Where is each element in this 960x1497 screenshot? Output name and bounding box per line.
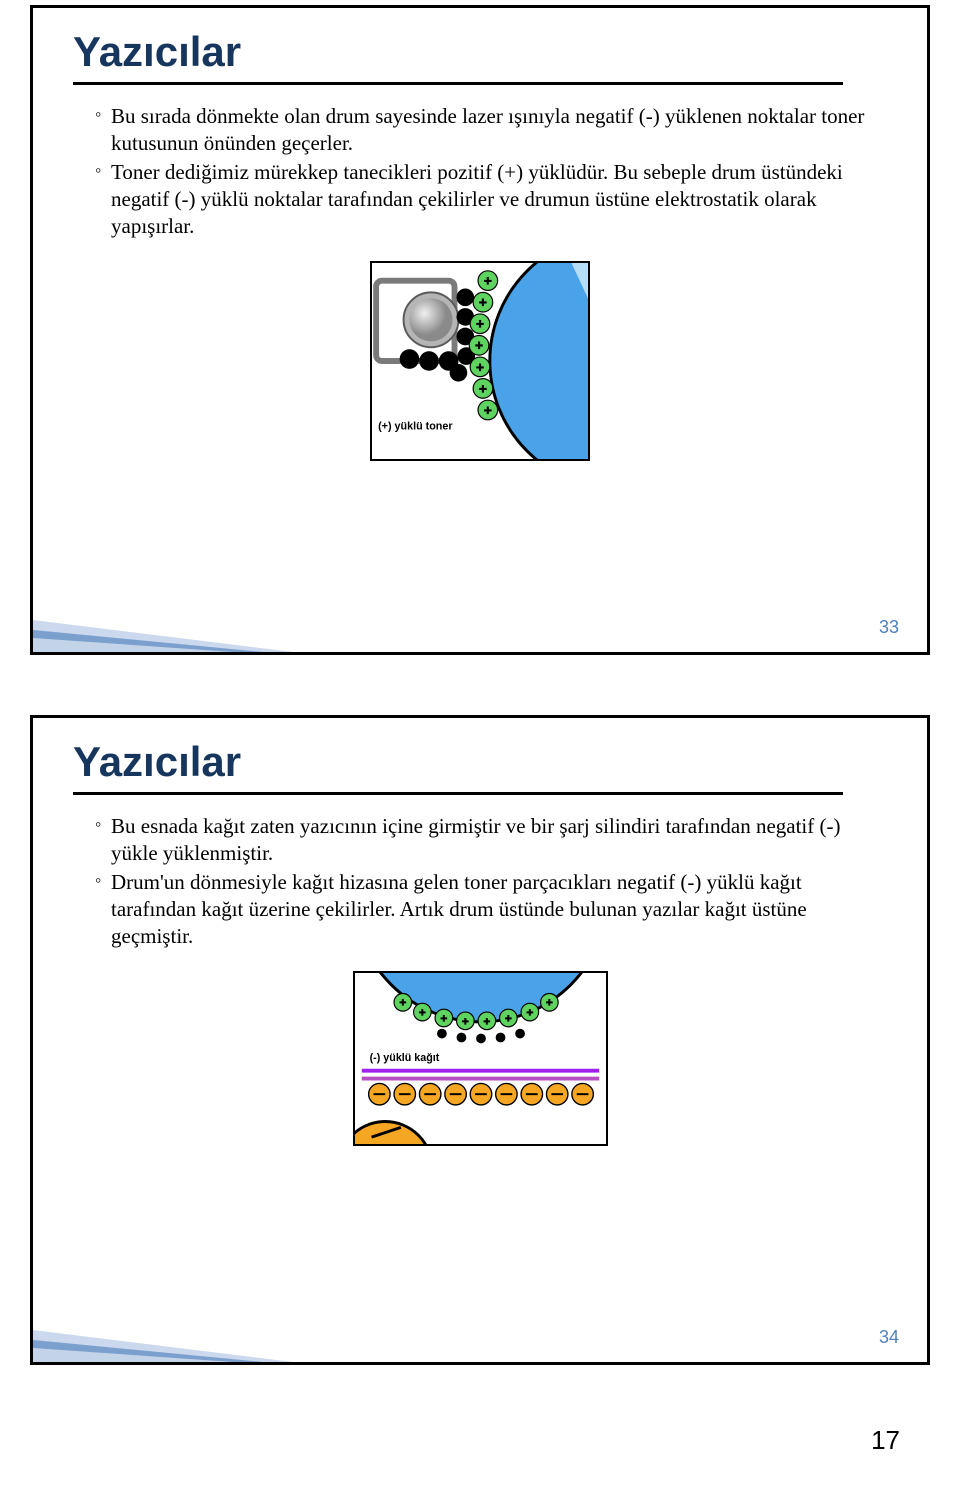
document-page: Yazıcılar Bu sırada dönmekte olan drum s…: [0, 5, 960, 1486]
page-number: 17: [20, 1425, 940, 1456]
svg-text:+: +: [479, 295, 487, 310]
svg-text:+: +: [475, 339, 483, 354]
svg-text:+: +: [440, 1012, 447, 1025]
bullet-list: Bu esnada kağıt zaten yazıcının içine gi…: [95, 813, 887, 949]
svg-text:+: +: [476, 317, 484, 332]
slide-number: 33: [879, 617, 899, 638]
svg-text:+: +: [484, 274, 492, 289]
list-item: Bu esnada kağıt zaten yazıcının içine gi…: [95, 813, 887, 867]
paper-transfer-figure: + + + + + + + + (-) yüklü kağıt: [353, 971, 608, 1146]
slide-number: 34: [879, 1327, 899, 1348]
svg-text:+: +: [399, 997, 406, 1010]
svg-text:+: +: [483, 1015, 490, 1028]
svg-text:+: +: [462, 1015, 469, 1028]
svg-text:+: +: [546, 997, 553, 1010]
svg-text:(-) yüklü kağıt: (-) yüklü kağıt: [369, 1052, 439, 1064]
slide-title: Yazıcılar: [73, 738, 887, 790]
title-divider: [73, 82, 843, 85]
bullet-list: Bu sırada dönmekte olan drum sayesinde l…: [95, 103, 887, 239]
corner-decoration: [33, 582, 293, 652]
svg-text:+: +: [479, 382, 487, 397]
list-item: Bu sırada dönmekte olan drum sayesinde l…: [95, 103, 887, 157]
slide-title: Yazıcılar: [73, 28, 887, 80]
list-item: Drum'un dönmesiyle kağıt hizasına gelen …: [95, 869, 887, 950]
slide-34: Yazıcılar Bu esnada kağıt zaten yazıcını…: [30, 715, 930, 1365]
svg-text:+: +: [505, 1012, 512, 1025]
svg-text:+: +: [476, 360, 484, 375]
title-divider: [73, 792, 843, 795]
slide-33: Yazıcılar Bu sırada dönmekte olan drum s…: [30, 5, 930, 655]
svg-text:(+) yüklü toner: (+) yüklü toner: [378, 421, 453, 433]
list-item: Toner dediğimiz mürekkep tanecikleri poz…: [95, 159, 887, 240]
corner-decoration: [33, 1292, 293, 1362]
toner-drum-figure: + + + + + + + (+) yüklü toner: [370, 261, 590, 461]
svg-text:+: +: [526, 1006, 533, 1019]
svg-text:+: +: [419, 1006, 426, 1019]
svg-text:+: +: [484, 403, 492, 418]
